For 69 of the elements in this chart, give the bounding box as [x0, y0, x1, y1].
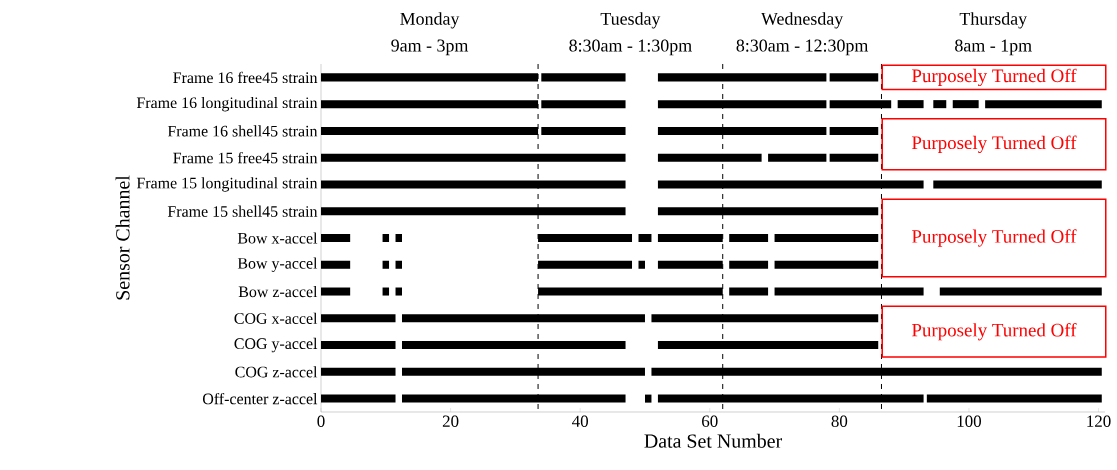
bar — [638, 260, 645, 269]
bar — [382, 287, 390, 296]
bar — [829, 73, 879, 82]
bar — [321, 314, 396, 323]
y-tick-label: Bow y-accel — [237, 257, 318, 273]
text: 8:30am - 12:30pm — [736, 39, 869, 56]
annotation: Purposely Turned Off — [911, 68, 1077, 87]
y-tick-label: Bow x-accel — [237, 232, 318, 244]
bar — [541, 73, 626, 82]
bar — [321, 367, 396, 376]
annotation: Purposely Turned Off — [911, 229, 1077, 247]
text: Thursday — [959, 12, 1028, 29]
bar — [829, 153, 879, 162]
bar — [774, 260, 879, 269]
annotation: Purposely Turned Off — [911, 322, 1077, 341]
x-axis-title: Data Set Number — [644, 433, 782, 448]
bar — [926, 394, 1102, 403]
bar — [644, 394, 652, 403]
bar — [541, 126, 626, 135]
bar — [395, 260, 402, 269]
text: 9am - 3pm — [391, 39, 469, 56]
y-tick-label: Bow z-accel — [238, 285, 318, 298]
x-tick-label: 120 — [1087, 415, 1111, 427]
bar — [952, 100, 979, 109]
y-tick-label: COG z-accel — [235, 366, 318, 378]
bar — [395, 233, 402, 242]
text: 8:30am - 1:30pm — [569, 39, 692, 56]
y-tick-label: COG x-accel — [234, 312, 318, 324]
y-tick-label: Off-center z-accel — [202, 392, 318, 405]
bar — [829, 126, 879, 135]
bar — [729, 260, 769, 269]
bar — [638, 233, 652, 242]
bar — [768, 153, 827, 162]
bar — [729, 233, 769, 242]
y-tick-label: Frame 16 free45 strain — [173, 71, 318, 84]
y-tick-label: Frame 15 longitudinal strain — [136, 177, 318, 192]
bar — [321, 341, 396, 350]
bar — [985, 100, 1102, 109]
bar — [321, 233, 351, 242]
y-axis-title: Sensor Channel — [115, 175, 130, 300]
text: Tuesday — [600, 12, 661, 29]
x-tick-label: 0 — [317, 415, 325, 427]
y-tick-label: COG y-accel — [234, 337, 318, 353]
bar — [933, 180, 1102, 189]
text: 8am - 1pm — [955, 39, 1032, 56]
bar — [774, 233, 879, 242]
bar — [541, 100, 626, 109]
x-tick-label: 40 — [572, 415, 589, 427]
x-tick-label: 20 — [442, 415, 459, 427]
bar — [382, 260, 390, 269]
text: Monday — [400, 12, 460, 29]
bar — [729, 287, 769, 296]
y-tick-label: Frame 15 shell45 strain — [167, 205, 318, 217]
bar — [395, 287, 402, 296]
x-tick-label: 100 — [957, 415, 981, 427]
text: Wednesday — [761, 12, 844, 29]
y-tick-label: Frame 16 longitudinal strain — [136, 96, 318, 112]
bar — [897, 100, 924, 109]
bar — [321, 287, 351, 296]
y-tick-label: Frame 16 shell45 strain — [167, 125, 318, 137]
x-tick-label: 60 — [702, 415, 718, 427]
x-tick-label: 80 — [831, 415, 848, 427]
bar — [933, 100, 947, 109]
bar — [321, 394, 396, 403]
y-tick-label: Frame 15 free45 strain — [173, 152, 318, 164]
bar — [939, 287, 1102, 296]
bar — [321, 260, 351, 269]
bar — [382, 233, 390, 242]
annotation: Purposely Turned Off — [911, 135, 1077, 153]
